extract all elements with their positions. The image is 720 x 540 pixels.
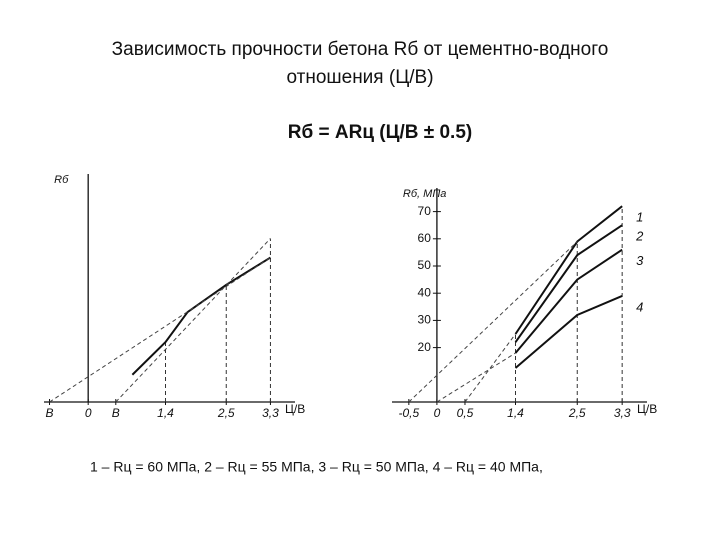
x-axis-label: Ц/В — [285, 402, 305, 416]
formula: Rб = ARц (Ц/В ± 0.5) — [288, 122, 472, 143]
series-label: 4 — [636, 299, 643, 314]
x-tick-label: 0 — [434, 406, 441, 420]
series-line — [514, 224, 623, 343]
title-line: Зависимость прочности бетона Rб от цемен… — [112, 39, 609, 60]
y-axis-label: Rб — [54, 174, 69, 186]
y-tick-label: 70 — [418, 204, 432, 218]
guide-series — [49, 257, 271, 403]
x-tick-label: 1,4 — [157, 406, 174, 420]
series-label: 1 — [636, 210, 643, 225]
series-line — [514, 205, 623, 335]
guide-series — [408, 241, 578, 403]
guide-series — [115, 238, 271, 403]
y-tick-label: 30 — [418, 313, 432, 327]
x-tick-label: -0,5 — [398, 406, 419, 420]
y-axis-label: Rб, МПа — [403, 188, 447, 200]
series-line — [514, 248, 623, 354]
series-label: 2 — [635, 229, 644, 244]
series-line — [131, 256, 271, 376]
guide-series — [436, 352, 516, 403]
y-tick-label: 50 — [418, 258, 432, 272]
x-tick-label: 3,3 — [614, 406, 631, 420]
x-tick-label: В — [112, 406, 120, 420]
x-tick-label: 3,3 — [262, 406, 279, 420]
x-tick-label: В — [46, 406, 54, 420]
caption: 1 – Rц = 60 МПа, 2 – Rц = 55 МПа, 3 – Rц… — [90, 459, 543, 475]
y-tick-label: 60 — [418, 231, 432, 245]
x-axis-label: Ц/В — [637, 402, 657, 416]
series-label: 3 — [636, 253, 644, 268]
x-tick-label: 2,5 — [568, 406, 586, 420]
y-tick-label: 20 — [418, 340, 432, 354]
x-tick-label: 0,5 — [457, 406, 474, 420]
series-line — [514, 294, 623, 369]
x-tick-label: 2,5 — [217, 406, 235, 420]
x-tick-label: 0 — [85, 406, 92, 420]
title-line: отношения (Ц/В) — [286, 67, 433, 88]
x-tick-label: 1,4 — [507, 406, 524, 420]
guide-series — [464, 333, 516, 403]
y-tick-label: 40 — [418, 285, 432, 299]
